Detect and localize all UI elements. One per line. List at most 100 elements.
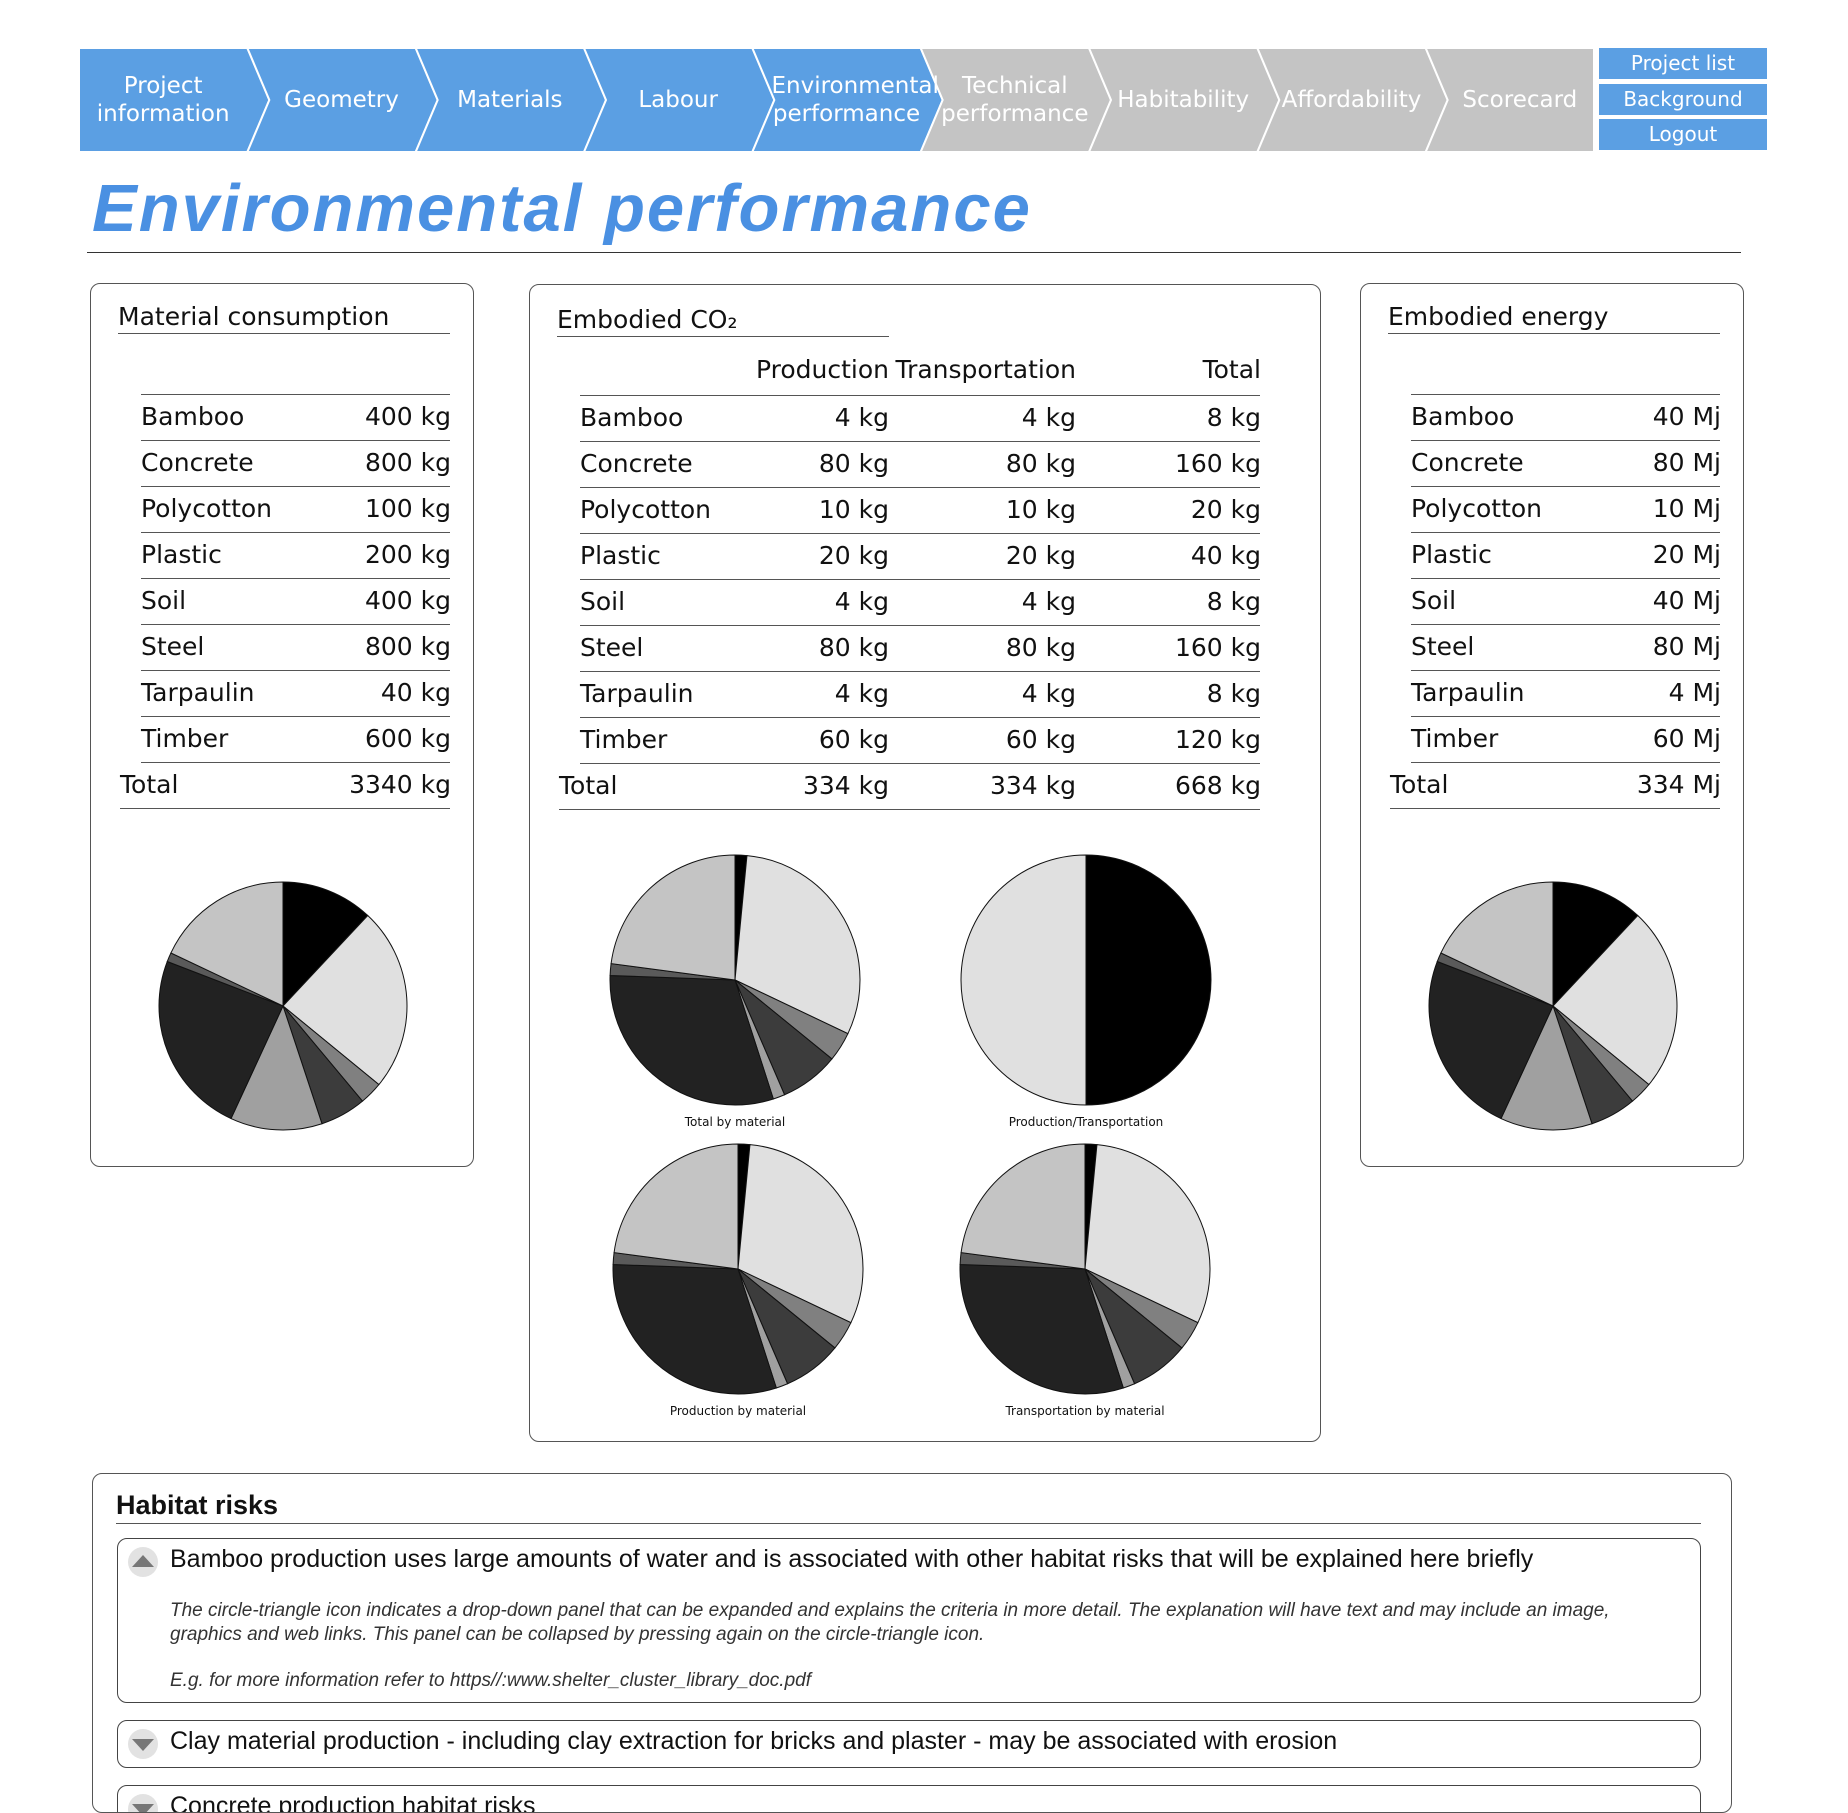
pie-slice	[734, 979, 786, 1100]
heading-rule	[116, 1523, 1701, 1524]
row-label: Soil	[141, 586, 187, 615]
row-value: 4 Mj	[1669, 678, 1721, 707]
unit: kg	[1230, 679, 1261, 708]
unit: Mj	[1692, 448, 1721, 477]
pie-slice	[734, 979, 833, 1096]
toggle-icon[interactable]	[126, 1792, 160, 1813]
nav-step-label[interactable]: Environmental performance	[771, 73, 939, 127]
row-rule	[141, 716, 450, 717]
unit: kg	[1045, 771, 1076, 800]
page-title: Environmental performance	[92, 171, 1032, 246]
pie-caption: Total by material	[684, 1115, 786, 1129]
nav-link[interactable]: Logout	[1599, 119, 1767, 150]
habitat-heading: Habitat risks	[116, 1490, 279, 1520]
pie-caption: Production/Transportation	[1008, 1115, 1164, 1129]
unit: kg	[420, 540, 451, 569]
row-value: 100 kg	[365, 494, 451, 523]
unit: kg	[1045, 679, 1076, 708]
row-value: 80 kg	[819, 449, 889, 478]
nav-step-label[interactable]: Habitability	[1117, 87, 1250, 113]
row-rule	[580, 533, 1260, 534]
toggle-icon[interactable]	[126, 1545, 160, 1579]
risk-item[interactable]: Bamboo production uses large amounts of …	[117, 1538, 1701, 1703]
row-value: 160 kg	[1175, 633, 1261, 662]
value: 10	[818, 495, 851, 524]
row-label: Total	[1390, 770, 1449, 799]
nav-step-label[interactable]: Scorecard	[1462, 87, 1578, 113]
row-rule	[141, 624, 450, 625]
row-value: 4 kg	[1022, 587, 1076, 616]
value: 20	[1005, 541, 1038, 570]
nav-step-label[interactable]: Technical performance	[941, 73, 1089, 127]
value: 80	[1005, 633, 1038, 662]
energy-panel: Embodied energy Bamboo 40 Mj Concrete 80 Mj P…	[1360, 283, 1744, 1167]
row-value: 668 kg	[1175, 771, 1261, 800]
value: 4	[1021, 587, 1038, 616]
pie-slice	[737, 1144, 864, 1324]
row-label: Plastic	[141, 540, 222, 569]
row-label: Timber	[1411, 724, 1499, 753]
pie-slice	[1552, 1005, 1650, 1102]
pie-slice	[737, 1268, 852, 1349]
row-value: 8 kg	[1207, 587, 1261, 616]
row-label: Tarpaulin	[141, 678, 255, 707]
row-value: 120 kg	[1175, 725, 1261, 754]
row-value: 800 kg	[365, 632, 451, 661]
pie-slice	[960, 854, 1087, 1106]
unit: kg	[1045, 495, 1076, 524]
title-rule	[87, 252, 1741, 253]
row-value: 20 kg	[1006, 541, 1076, 570]
row-rule	[120, 808, 450, 809]
risk-item[interactable]: Concrete production habitat risks	[117, 1785, 1701, 1813]
pie-slice	[1552, 1005, 1634, 1125]
row-rule	[580, 395, 1260, 396]
pie-slice	[609, 974, 774, 1106]
row-value: 800 kg	[365, 448, 451, 477]
pie-slice	[230, 1004, 323, 1131]
nav-step-label[interactable]: Geometry	[284, 87, 399, 113]
nav-step-label[interactable]: Labour	[638, 87, 718, 113]
row-value: 10 kg	[1006, 495, 1076, 524]
nav-step-label[interactable]: Materials	[457, 87, 563, 113]
value: 40	[1652, 586, 1685, 615]
unit: Mj	[1692, 540, 1721, 569]
nav-step-label[interactable]: Affordability	[1281, 87, 1422, 113]
unit: Mj	[1692, 678, 1721, 707]
pie-slice	[166, 952, 284, 1007]
nav-link[interactable]: Project list	[1599, 48, 1767, 79]
row-label: Concrete	[1411, 448, 1524, 477]
row-value: 80 kg	[1006, 633, 1076, 662]
row-value: 40 Mj	[1653, 402, 1721, 431]
pie-slice	[1428, 960, 1554, 1120]
pie-slice	[613, 1143, 739, 1270]
nav-link[interactable]: Background data	[1599, 83, 1767, 142]
pie-caption: Production by material	[669, 1404, 807, 1418]
material-panel: Material consumption Bamboo 400 kg Concrete…	[90, 283, 474, 1167]
row-label: Bamboo	[580, 403, 684, 432]
unit: kg	[1045, 403, 1076, 432]
row-value: 3340 kg	[349, 770, 451, 799]
unit: kg	[858, 679, 889, 708]
row-rule	[1411, 624, 1720, 625]
row-rule	[141, 762, 450, 763]
nav-step-label[interactable]: Project information	[96, 73, 230, 127]
toggle-icon[interactable]	[126, 1727, 160, 1761]
risk-detail: E.g. for more information refer to https…	[170, 1670, 811, 1691]
unit: kg	[420, 770, 451, 799]
pie-slice	[737, 1143, 751, 1270]
unit: kg	[858, 633, 889, 662]
row-value: 20 kg	[1191, 495, 1261, 524]
row-value: 60 kg	[819, 725, 889, 754]
pie-caption: Transportation by material	[1005, 1404, 1165, 1418]
row-rule	[141, 394, 450, 395]
pie-slice	[734, 855, 861, 1035]
row-value: 80 Mj	[1653, 632, 1721, 661]
pie-slice	[610, 854, 736, 981]
row-rule	[1411, 716, 1720, 717]
panel-heading: Embodied CO₂	[557, 305, 889, 337]
risk-item[interactable]: Clay material production - including cla…	[117, 1720, 1701, 1768]
risk-title: Concrete production habitat risks	[170, 1792, 536, 1813]
pie-slice	[612, 1263, 777, 1395]
value: 400	[364, 402, 413, 431]
